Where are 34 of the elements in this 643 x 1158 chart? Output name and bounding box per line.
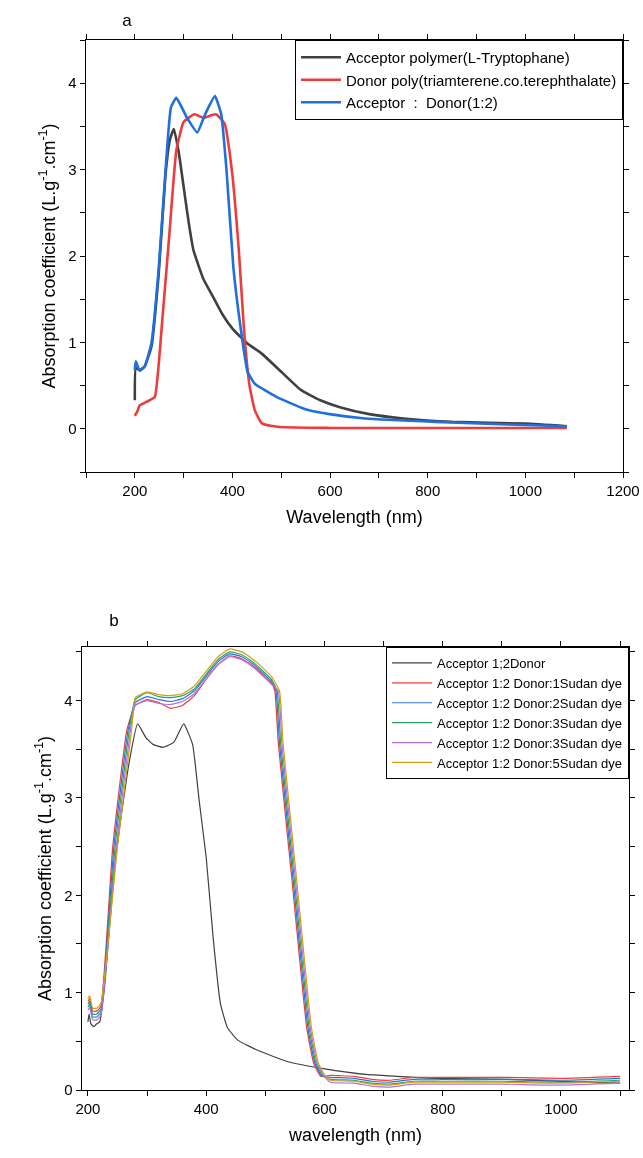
y-tick-label: 0	[64, 1081, 73, 1099]
y-tick-label: 1	[68, 333, 77, 351]
y-tick-label: 2	[64, 886, 73, 904]
chart-title: a	[122, 11, 133, 31]
legend-label: Acceptor 1:2 Donor:3Sudan dye	[437, 735, 623, 751]
y-tick-label: 3	[64, 789, 73, 807]
legend-label: Acceptor 1:2 Donor:3Sudan dye	[437, 715, 623, 731]
y-tick-label: 1	[64, 983, 73, 1001]
legend-label: Donor poly(triamterene.co.terephthalate)	[346, 71, 617, 89]
legend-label: Acceptor 1:2 Donor:5Sudan dye	[437, 755, 623, 771]
y-tick-label: 3	[68, 160, 77, 178]
x-tick-label: 1000	[508, 482, 543, 500]
y-tick-label: 4	[68, 74, 77, 92]
y-tick-label: 2	[68, 247, 77, 265]
legend-label: Acceptor 1:2 Donor:2Sudan dye	[437, 695, 623, 711]
x-tick-label: 1200	[606, 482, 640, 500]
y-tick-label: 4	[64, 691, 73, 709]
x-tick-label: 1000	[544, 1100, 578, 1118]
x-tick-label: 400	[193, 1100, 219, 1118]
legend-label: Acceptor : Donor(1:2)	[346, 94, 498, 112]
x-axis-title: Wavelength (nm)	[286, 507, 423, 528]
chart-title: b	[109, 610, 119, 630]
legend-label: Acceptor polymer(L-Tryptophane)	[346, 49, 570, 67]
x-tick-label: 400	[219, 482, 245, 500]
y-tick-label: 0	[68, 420, 77, 438]
x-axis-title: wavelength (nm)	[287, 1125, 423, 1146]
x-tick-label: 600	[317, 482, 343, 500]
x-tick-label: 600	[311, 1100, 337, 1118]
x-tick-label: 200	[122, 482, 148, 500]
legend-label: Acceptor 1:2 Donor:1Sudan dye	[437, 675, 623, 691]
x-tick-label: 800	[430, 1100, 456, 1118]
x-tick-label: 800	[415, 482, 441, 500]
x-tick-label: 200	[75, 1100, 101, 1118]
legend-label: Acceptor 1;2Donor	[437, 656, 547, 672]
